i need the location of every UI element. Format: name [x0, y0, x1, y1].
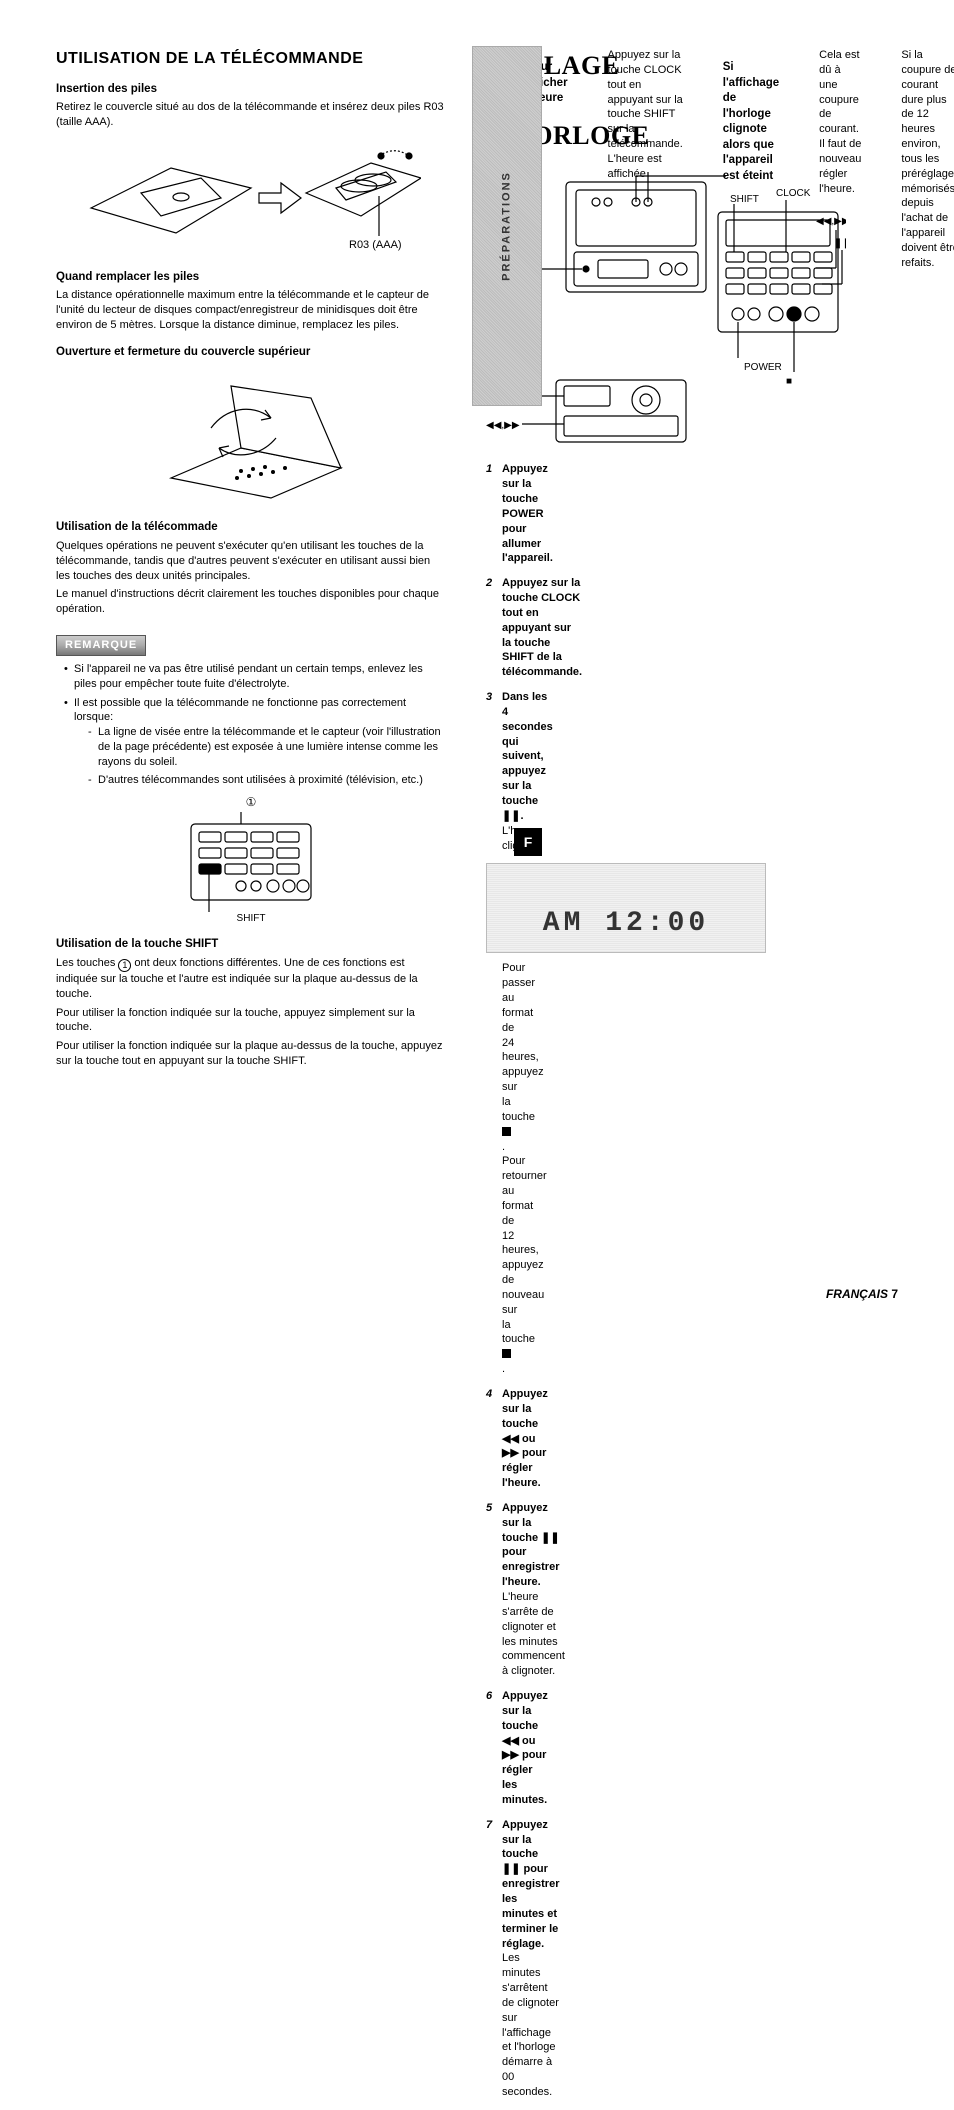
svg-text:■: ■	[786, 376, 792, 387]
step-7-text: Appuyez sur la touche ❚❚ pour enregistre…	[502, 1819, 559, 1950]
remarque-list: Si l'appareil ne va pas être utilisé pen…	[56, 662, 446, 788]
remarque-item-2: Il est possible que la télécommande ne f…	[64, 696, 446, 788]
para-24h-a: Pour passer au format de 24 heures, appu…	[486, 961, 502, 1377]
diagram-label-shift: SHIFT	[730, 194, 759, 205]
heading-use-remote: Utilisation de la télécommade	[56, 520, 446, 536]
left-column: UTILISATION DE LA TÉLÉCOMMANDE Insertion…	[56, 48, 446, 2110]
figure-shift-keypad	[181, 812, 321, 912]
step-num: 1	[486, 462, 502, 566]
sidebar-label: PRÉPARATIONS	[500, 171, 515, 281]
svg-text:❚❚: ❚❚	[834, 238, 846, 249]
heading-shift: Utilisation de la touche SHIFT	[56, 937, 446, 953]
pause-icon: ❚❚	[541, 1532, 559, 1544]
para-shift2: Pour utiliser la fonction indiquée sur l…	[56, 1006, 446, 1036]
step-5-text: Appuyez sur la touche ❚❚ pour enregistre…	[502, 1502, 560, 1588]
remarque-item-2-text: Il est possible que la télécommande ne f…	[74, 697, 406, 724]
page-columns: UTILISATION DE LA TÉLÉCOMMANDE Insertion…	[56, 48, 898, 2110]
svg-text:◀◀,▶▶: ◀◀,▶▶	[816, 216, 846, 227]
diagram-label-power2: POWER	[744, 362, 782, 373]
forward-icon: ▶▶	[502, 1749, 519, 1761]
step-num: 3	[486, 690, 502, 853]
left-title: UTILISATION DE LA TÉLÉCOMMANDE	[56, 48, 446, 70]
heading-replace: Quand remplacer les piles	[56, 270, 446, 286]
lcd-display: AM 12:00	[486, 863, 766, 953]
footer-page-number: 7	[891, 1287, 898, 1301]
forward-icon: ▶▶	[502, 1447, 519, 1459]
shift-caption: SHIFT	[56, 912, 446, 926]
para-blink2: Si la coupure de courant dure plus de 12…	[901, 48, 954, 2106]
step-7-sub: Les minutes s'arrêtent de clignoter sur …	[502, 1952, 559, 2098]
step-num: 7	[486, 1818, 502, 2100]
footer-lang: FRANÇAIS	[826, 1287, 888, 1301]
para-insert: Retirez le couvercle situé au dos de la …	[56, 100, 446, 130]
step-5-sub: L'heure s'arrête de clignoter et les min…	[502, 1591, 565, 1677]
page-footer: FRANÇAIS 7	[826, 1286, 898, 1302]
remarque-sublist: La ligne de visée entre la télécommande …	[74, 725, 446, 787]
step-6-text: Appuyez sur la touche ◀◀ ou ▶▶ pour régl…	[502, 1690, 548, 1806]
figure-battery-insertion: R03 (AAA)	[81, 138, 421, 258]
para-use1: Quelques opérations ne peuvent s'exécute…	[56, 539, 446, 584]
heading-insert: Insertion des piles	[56, 82, 446, 98]
step-num: 2	[486, 576, 502, 680]
pause-icon: ❚❚	[502, 810, 520, 822]
remarque-item-1: Si l'appareil ne va pas être utilisé pen…	[64, 662, 446, 692]
stop-icon	[502, 1349, 511, 1358]
figure-cover-open	[141, 368, 361, 508]
para-shift3: Pour utiliser la fonction indiquée sur l…	[56, 1039, 446, 1069]
diagram-label-clock: CLOCK	[776, 188, 811, 199]
step-2-text: Appuyez sur la touche CLOCK tout en appu…	[502, 577, 582, 678]
tab-language-f: F	[514, 828, 542, 856]
sidebar-tab-preparations: PRÉPARATIONS	[472, 46, 542, 406]
shift-callout-symbol: ①	[56, 794, 446, 810]
step-num: 6	[486, 1689, 502, 1808]
para-use2: Le manuel d'instructions décrit claireme…	[56, 587, 446, 617]
step-1-text: Appuyez sur la touche POWER pour allumer…	[502, 463, 553, 564]
rewind-icon: ◀◀	[502, 1433, 519, 1445]
svg-text:◀◀,▶▶: ◀◀,▶▶	[486, 420, 520, 431]
remarque-badge: REMARQUE	[56, 635, 146, 656]
para-shift1: Les touches 1 ont deux fonctions différe…	[56, 956, 446, 1002]
circled-1-icon: 1	[118, 959, 131, 972]
figure-battery-label: R03 (AAA)	[349, 239, 402, 251]
remarque-dash-2: D'autres télécommandes sont utilisées à …	[88, 773, 446, 788]
step-num: 4	[486, 1387, 502, 1491]
heading-cover: Ouverture et fermeture du couvercle supé…	[56, 345, 446, 361]
para-replace: La distance opérationnelle maximum entre…	[56, 288, 446, 333]
step-3-text: Dans les 4 secondes qui suivent, appuyez…	[502, 691, 553, 822]
stop-icon	[502, 1127, 511, 1136]
rewind-icon: ◀◀	[502, 1735, 519, 1747]
pause-icon: ❚❚	[502, 1863, 520, 1875]
remarque-dash-1: La ligne de visée entre la télécommande …	[88, 725, 446, 770]
step-4-text: Appuyez sur la touche ◀◀ ou ▶▶ pour régl…	[502, 1388, 548, 1489]
step-num: 5	[486, 1501, 502, 1679]
lcd-text: AM 12:00	[487, 905, 765, 943]
